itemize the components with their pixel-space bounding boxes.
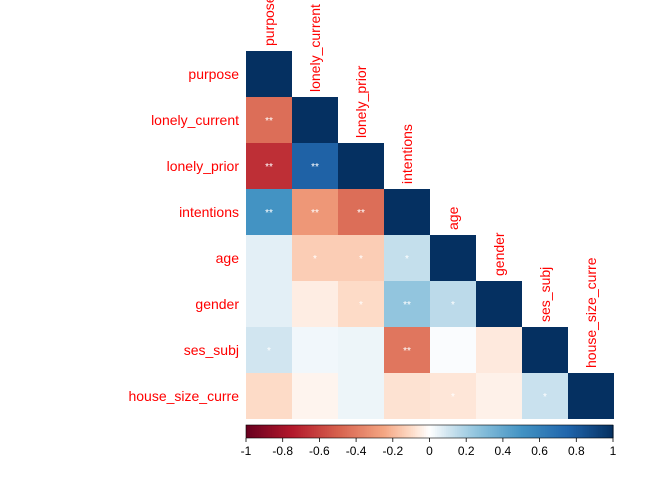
cell-intentions-lonely_prior — [338, 189, 384, 235]
colorbar-tick-label: 0.4 — [495, 444, 512, 458]
sig-age-intentions: * — [405, 254, 409, 265]
cell-gender-gender — [476, 281, 522, 327]
colorbar-tick-label: 1 — [610, 444, 617, 458]
cell-lonely_prior-purpose — [246, 143, 292, 189]
cell-intentions-purpose — [246, 189, 292, 235]
cell-age-intentions — [384, 235, 430, 281]
cell-house_size_curre-house_size_curre — [568, 373, 614, 419]
cell-house_size_curre-ses_subj — [522, 373, 568, 419]
cell-ses_subj-intentions — [384, 327, 430, 373]
cell-ses_subj-lonely_prior — [338, 327, 384, 373]
sig-lonely_prior-lonely_current: ** — [311, 162, 319, 173]
colorbar-tick-label: 0.6 — [531, 444, 548, 458]
sig-house_size_curre-age: * — [451, 392, 455, 403]
col-label-age: age — [445, 206, 461, 230]
colorbar: -1 -0.8 -0.6 -0.4 -0.2 0 0.2 0.4 0.6 0.8 1 — [241, 424, 617, 458]
correlation-cells — [246, 51, 614, 419]
sig-intentions-purpose: ** — [265, 208, 273, 219]
sig-gender-lonely_prior: * — [359, 300, 363, 311]
cell-ses_subj-age — [430, 327, 476, 373]
colorbar-tick-label: -0.4 — [346, 444, 367, 458]
cell-lonely_current-purpose — [246, 97, 292, 143]
cell-house_size_curre-intentions — [384, 373, 430, 419]
cell-age-purpose — [246, 235, 292, 281]
col-label-lonely_current: lonely_current — [307, 4, 323, 92]
significance-marks: **** **** ** *** * ** ** ** *** * — [265, 116, 547, 403]
cell-age-lonely_current — [292, 235, 338, 281]
sig-ses_subj-purpose: * — [267, 346, 271, 357]
row-label-house_size_curre: house_size_curre — [128, 388, 239, 404]
col-label-gender: gender — [491, 232, 507, 276]
cell-house_size_curre-age — [430, 373, 476, 419]
row-label-purpose: purpose — [188, 66, 239, 82]
row-label-lonely_prior: lonely_prior — [167, 158, 240, 174]
cell-gender-purpose — [246, 281, 292, 327]
cell-ses_subj-ses_subj — [522, 327, 568, 373]
cell-gender-intentions — [384, 281, 430, 327]
col-label-lonely_prior: lonely_prior — [353, 65, 369, 138]
col-label-ses_subj: ses_subj — [537, 267, 553, 322]
column-labels: purpose lonely_current lonely_priorintenti… — [261, 0, 599, 368]
sig-intentions-lonely_current: ** — [311, 208, 319, 219]
sig-gender-intentions: ** — [403, 300, 411, 311]
sig-intentions-lonely_prior: ** — [357, 208, 365, 219]
cell-gender-age — [430, 281, 476, 327]
row-labels: purpose lonely_current lonely_priorintenti… — [128, 66, 239, 404]
colorbar-tick-label: -0.2 — [382, 444, 403, 458]
row-label-lonely_current: lonely_current — [151, 112, 239, 128]
row-label-age: age — [216, 250, 240, 266]
cell-ses_subj-purpose — [246, 327, 292, 373]
cell-ses_subj-lonely_current — [292, 327, 338, 373]
sig-gender-age: * — [451, 300, 455, 311]
col-label-house_size_curre: house_size_curre — [583, 257, 599, 368]
colorbar-tick-label: 0.8 — [568, 444, 585, 458]
sig-house_size_curre-ses_subj: * — [543, 392, 547, 403]
col-label-purpose: purpose — [261, 0, 277, 46]
col-label-intentions: intentions — [399, 124, 415, 184]
row-label-ses_subj: ses_subj — [184, 342, 239, 358]
cell-lonely_current-lonely_current — [292, 97, 338, 143]
cell-intentions-lonely_current — [292, 189, 338, 235]
colorbar-tick-label: 0.2 — [458, 444, 475, 458]
row-label-gender: gender — [195, 296, 239, 312]
cell-house_size_curre-gender — [476, 373, 522, 419]
row-label-intentions: intentions — [179, 204, 239, 220]
cell-lonely_prior-lonely_current — [292, 143, 338, 189]
cell-gender-lonely_prior — [338, 281, 384, 327]
cell-age-age — [430, 235, 476, 281]
cell-gender-lonely_current — [292, 281, 338, 327]
sig-lonely_prior-purpose: ** — [265, 162, 273, 173]
sig-age-lonely_current: * — [313, 254, 317, 265]
cell-lonely_prior-lonely_prior — [338, 143, 384, 189]
sig-ses_subj-intentions: ** — [403, 346, 411, 357]
colorbar-tick-label: 0 — [426, 444, 433, 458]
cell-ses_subj-gender — [476, 327, 522, 373]
colorbar-tick-label: -0.6 — [309, 444, 330, 458]
colorbar-tick-label: -1 — [241, 444, 252, 458]
colorbar-tick-label: -0.8 — [272, 444, 293, 458]
cell-age-lonely_prior — [338, 235, 384, 281]
cell-purpose-purpose — [246, 51, 292, 97]
cell-house_size_curre-lonely_current — [292, 373, 338, 419]
cell-intentions-intentions — [384, 189, 430, 235]
cell-house_size_curre-purpose — [246, 373, 292, 419]
sig-lonely_current-purpose: ** — [265, 116, 273, 127]
sig-age-lonely_prior: * — [359, 254, 363, 265]
cell-house_size_curre-lonely_prior — [338, 373, 384, 419]
